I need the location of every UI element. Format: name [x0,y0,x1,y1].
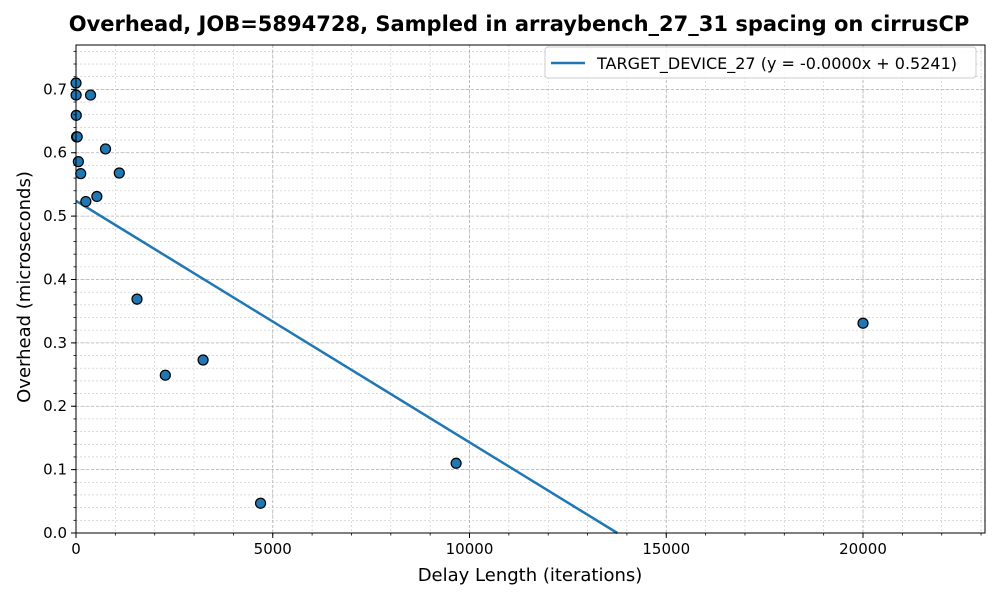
x-tick-label: 5000 [254,540,292,558]
data-point [91,190,103,203]
data-point [75,168,87,180]
y-tick-label: 0.3 [43,334,67,352]
legend-box [544,46,977,79]
x-tick-label: 10000 [446,540,494,558]
data-point [71,131,83,143]
legend: TARGET_DEVICE_27 (y = -0.0000x + 0.5241) [544,46,977,79]
data-point [857,317,869,329]
data-point [84,89,97,101]
y-tick-label: 0.1 [43,461,67,479]
major-gridlines [75,45,985,534]
data-point [159,369,171,381]
fit-line [75,199,618,535]
axis-ticks: 0 5000 10000 15000 20000 0.0 0.1 0.2 0.3 0.4 0.5 0.… [43,50,982,558]
x-axis-label: Delay Length (iterations) [418,565,643,586]
y-tick-label: 0.0 [43,524,67,542]
data-point [450,457,462,469]
y-axis-label: Overhead (microseconds) [14,171,35,403]
data-point [197,354,209,366]
y-tick-label: 0.6 [43,144,67,162]
data-point [80,195,92,208]
data-point [131,293,143,305]
y-tick-label: 0.4 [43,270,67,288]
x-tick-label: 20000 [839,540,887,558]
data-point [113,167,125,179]
y-tick-label: 0.2 [43,397,67,415]
minor-gridlines [75,45,985,534]
data-point [99,143,112,155]
x-tick-label: 0 [71,540,81,558]
y-tick-label: 0.7 [43,80,67,98]
fit-line-layer [75,199,618,535]
data-point [254,497,267,509]
chart-title: Overhead, JOB=5894728, Sampled in arrayb… [69,12,970,36]
plot-frame [75,44,986,534]
y-tick-label: 0.5 [43,207,67,225]
x-tick-label: 15000 [642,540,690,558]
legend-label: TARGET_DEVICE_27 (y = -0.0000x + 0.5241) [596,54,957,74]
